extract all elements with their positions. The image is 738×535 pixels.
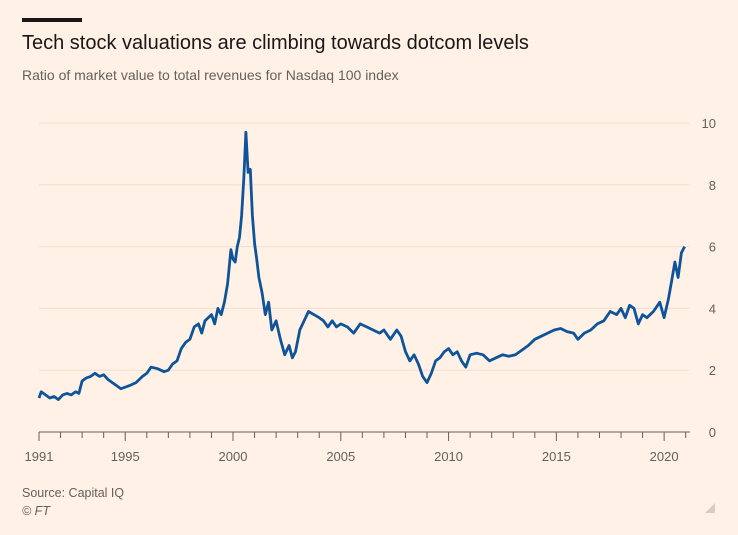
- copyright-note: © FT: [22, 504, 50, 518]
- x-axis-ticks: 1991 1995 2000 2005 2010 2015 2020: [25, 432, 687, 464]
- x-tick-label: 2015: [542, 449, 571, 464]
- y-tick-label: 10: [702, 116, 716, 131]
- y-tick-label: 8: [709, 178, 716, 193]
- y-tick-label: 2: [709, 363, 716, 378]
- x-tick-label: 2020: [650, 449, 679, 464]
- source-note: Source: Capital IQ: [22, 486, 125, 500]
- x-tick-label: 2005: [326, 449, 355, 464]
- chart-subtitle: Ratio of market value to total revenues …: [22, 67, 399, 83]
- y-tick-label: 0: [709, 425, 716, 440]
- y-tick-label: 6: [709, 240, 716, 255]
- chart-title: Tech stock valuations are climbing towar…: [22, 32, 529, 54]
- y-axis-ticks: 0 2 4 6 8 10: [702, 116, 716, 440]
- x-tick-label: 2000: [219, 449, 248, 464]
- x-tick-label: 2010: [434, 449, 463, 464]
- x-tick-label: 1995: [111, 449, 140, 464]
- series-line: [37, 130, 686, 401]
- resize-handle-icon[interactable]: [705, 503, 715, 513]
- y-tick-label: 4: [709, 301, 716, 316]
- title-accent-bar: [22, 18, 82, 22]
- x-tick-label: 1991: [25, 449, 54, 464]
- grid-lines: [39, 122, 690, 433]
